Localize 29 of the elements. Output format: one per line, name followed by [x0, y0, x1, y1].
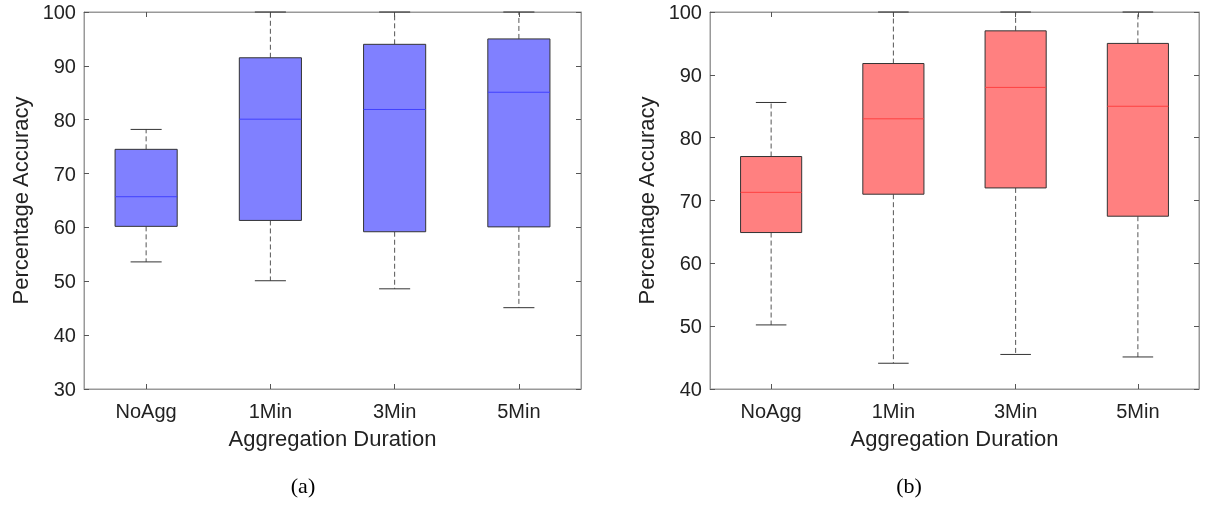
y-tick-label: 60 — [53, 216, 76, 239]
y-tick-label: 50 — [53, 270, 76, 293]
x-tick-label: 1Min — [248, 400, 293, 422]
x-axis-title: Aggregation Duration — [228, 425, 437, 451]
y-tick-label: 40 — [679, 378, 702, 400]
x-tick-label: 1Min — [871, 400, 916, 422]
y-tick-label: 90 — [679, 63, 702, 86]
y-axis-title: Percentage Accuracy — [634, 96, 660, 305]
text: (b) — [896, 472, 922, 498]
x-tick-label: 5Min — [497, 400, 541, 422]
y-tick-label: 70 — [679, 189, 702, 212]
y-tick-label: 50 — [679, 315, 702, 338]
x-tick-label: 3Min — [372, 400, 417, 422]
y-tick-label: 30 — [53, 378, 76, 400]
y-axis-title: Percentage Accuracy — [8, 96, 34, 305]
y-tick-label: 60 — [679, 252, 702, 275]
y-tick-label: 100 — [668, 1, 702, 23]
x-tick-label: 5Min — [1116, 400, 1160, 422]
y-tick-label: 80 — [53, 108, 76, 131]
x-tick-label: 3Min — [993, 400, 1038, 422]
x-axis-title: Aggregation Duration — [850, 425, 1059, 451]
x-tick-label: NoAgg — [740, 400, 802, 422]
y-tick-label: 80 — [679, 126, 702, 149]
y-tick-label: 100 — [42, 1, 76, 23]
y-tick-label: 70 — [53, 162, 76, 185]
x-tick-label: NoAgg — [115, 400, 177, 422]
text: (a) — [290, 472, 316, 498]
y-tick-label: 40 — [53, 324, 76, 347]
y-tick-label: 90 — [53, 54, 76, 77]
